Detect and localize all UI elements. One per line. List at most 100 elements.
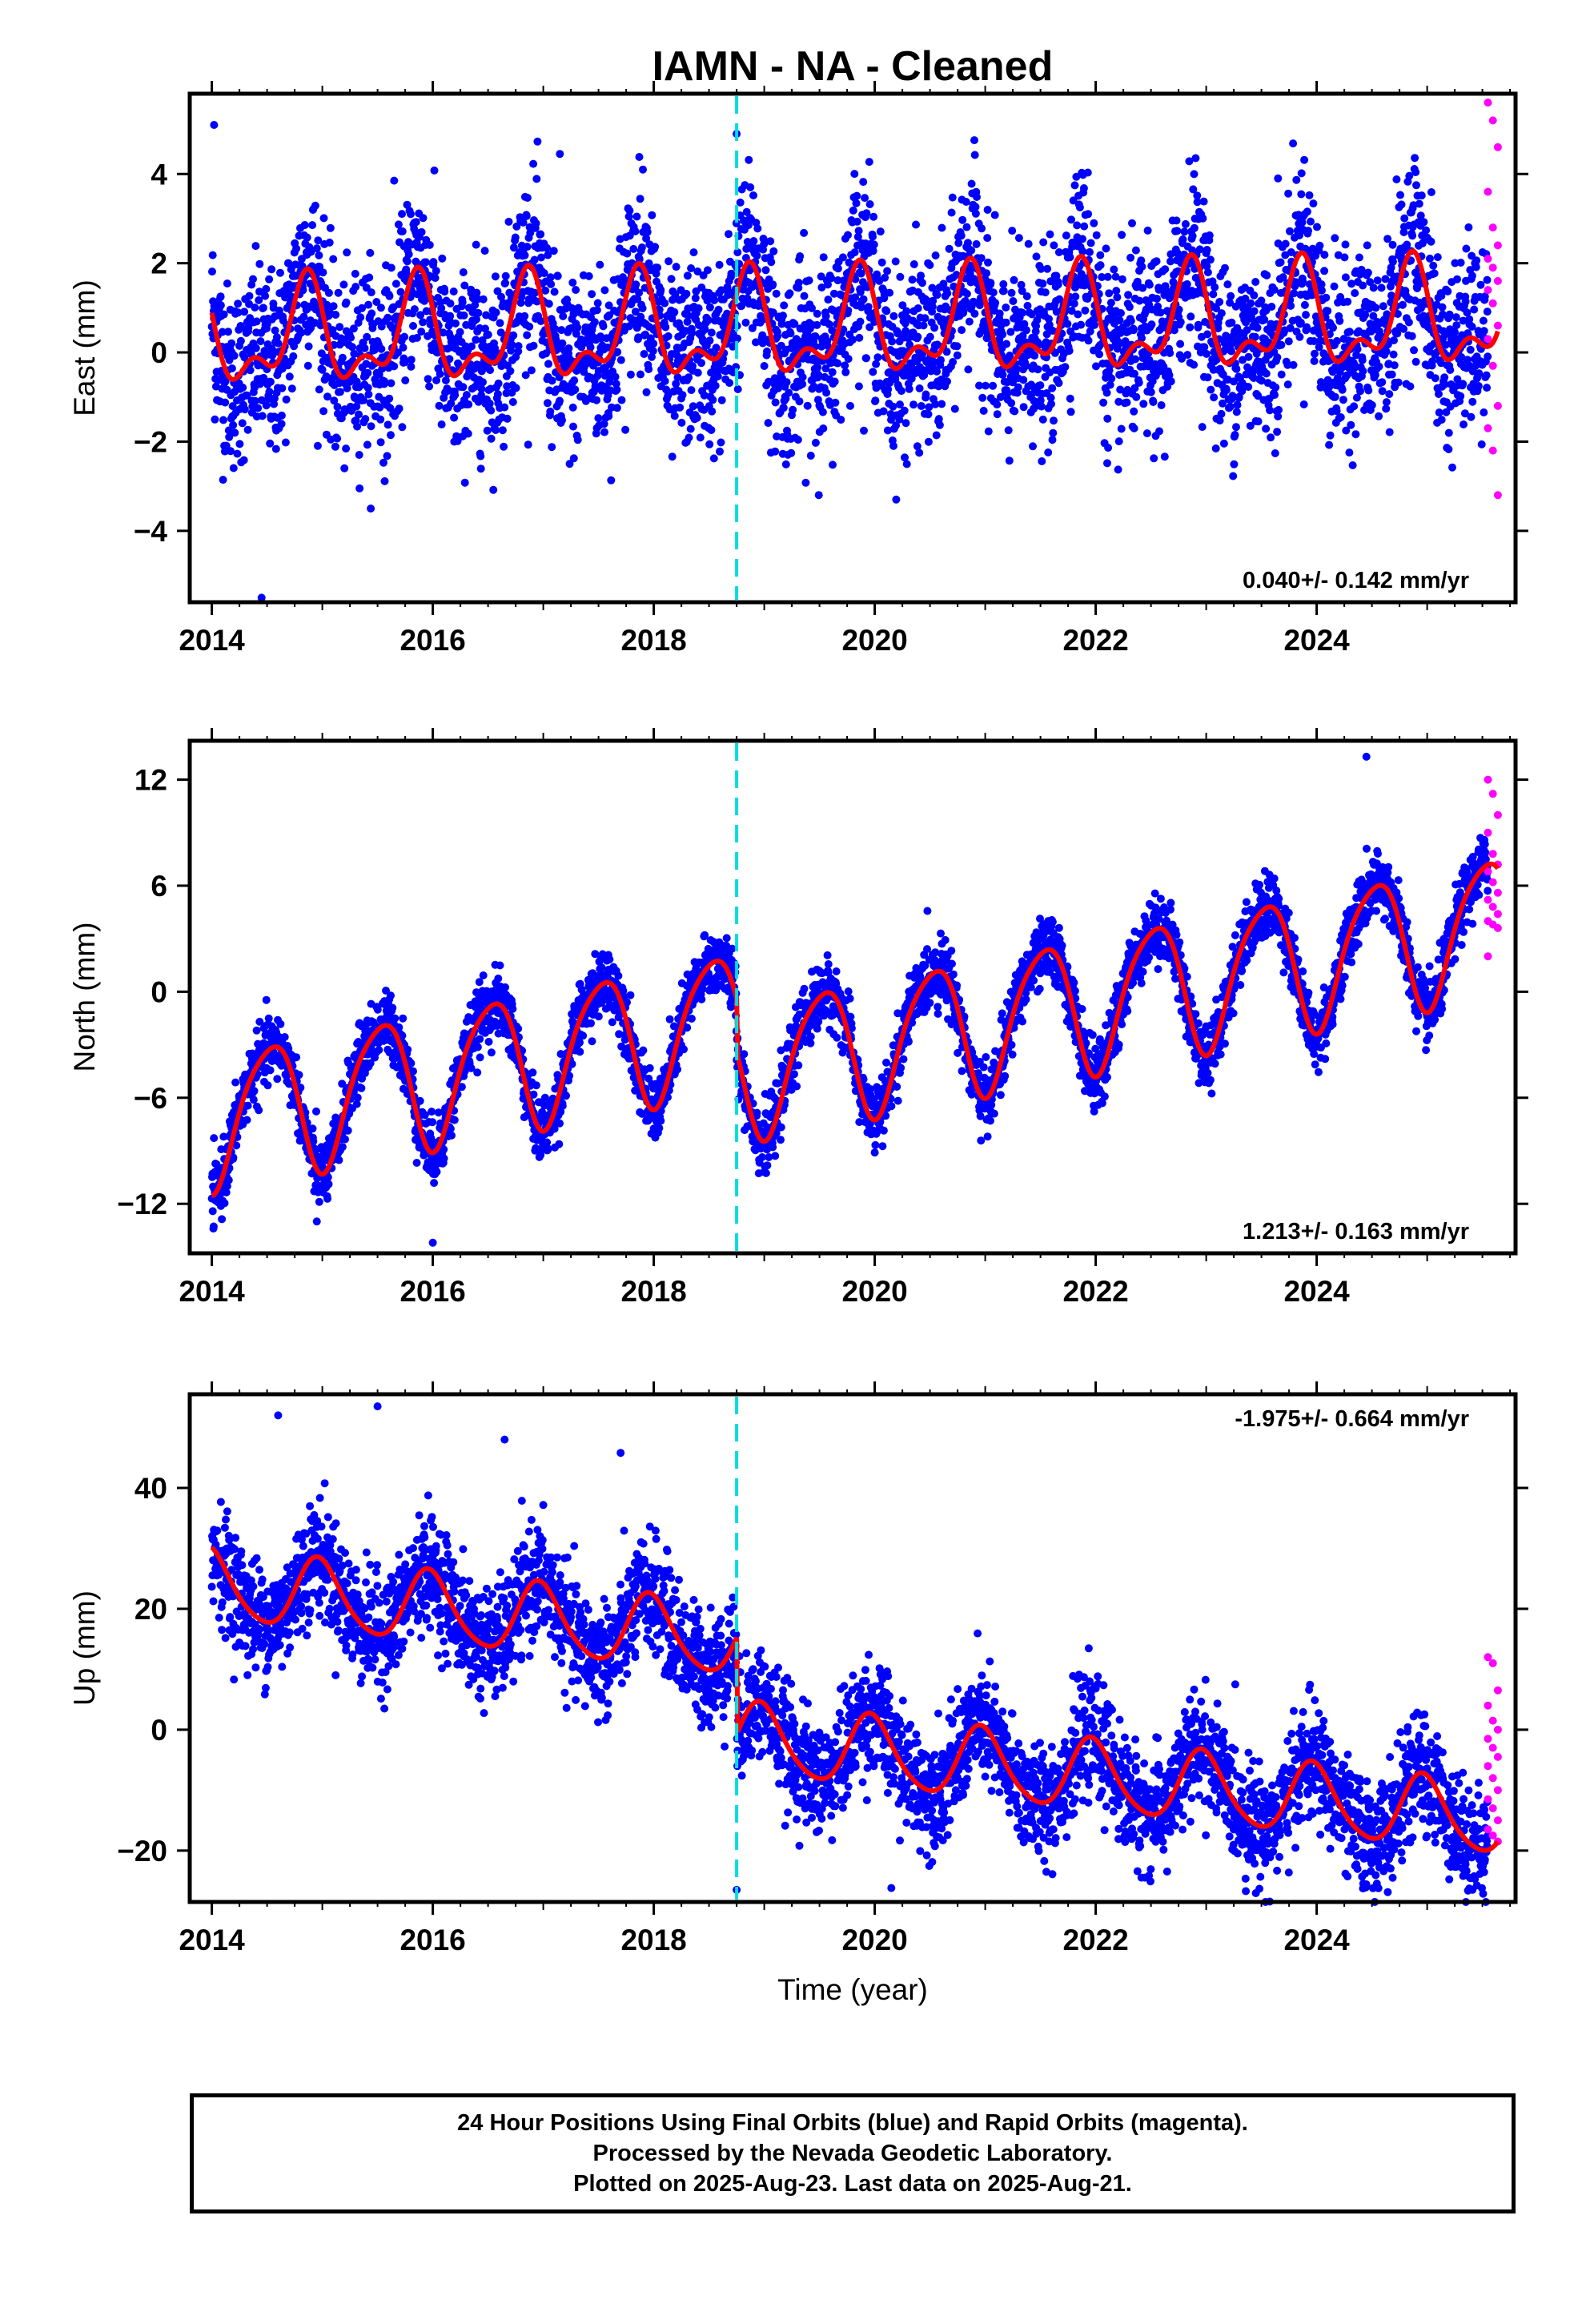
final-orbit-point bbox=[1260, 316, 1269, 324]
final-orbit-point bbox=[1483, 384, 1492, 392]
final-orbit-point bbox=[390, 176, 399, 185]
final-orbit-point bbox=[1145, 280, 1154, 289]
x-tick-label: 2022 bbox=[1062, 624, 1128, 657]
final-orbit-point bbox=[568, 278, 577, 287]
final-orbit-point bbox=[661, 323, 670, 332]
final-orbit-point bbox=[1369, 283, 1378, 292]
final-orbit-point bbox=[1331, 392, 1339, 401]
final-orbit-point bbox=[1038, 457, 1046, 465]
final-orbit-point bbox=[667, 275, 676, 283]
final-orbit-point bbox=[1332, 336, 1341, 345]
final-orbit-point bbox=[556, 150, 564, 159]
final-orbit-point bbox=[361, 415, 370, 424]
final-orbit-point bbox=[1267, 303, 1276, 311]
final-orbit-point bbox=[1050, 241, 1058, 250]
final-orbit-point bbox=[1470, 305, 1479, 314]
final-orbit-point bbox=[208, 1207, 217, 1216]
final-orbit-point bbox=[304, 342, 313, 351]
final-orbit-point bbox=[1005, 456, 1014, 465]
final-orbit-point bbox=[984, 258, 992, 267]
final-orbit-point bbox=[977, 254, 986, 263]
final-orbit-point bbox=[251, 304, 259, 312]
final-orbit-point bbox=[967, 246, 976, 255]
final-orbit-point bbox=[862, 209, 871, 218]
final-orbit-point bbox=[375, 403, 384, 412]
final-orbit-point bbox=[271, 326, 279, 335]
final-orbit-point bbox=[388, 1003, 397, 1012]
final-orbit-point bbox=[638, 304, 647, 312]
final-orbit-point bbox=[271, 444, 280, 453]
final-orbit-point bbox=[1277, 340, 1286, 349]
final-orbit-point bbox=[450, 413, 459, 422]
final-orbit-point bbox=[805, 276, 813, 285]
final-orbit-point bbox=[394, 220, 403, 229]
final-orbit-point bbox=[844, 355, 853, 364]
final-orbit-point bbox=[292, 1053, 301, 1062]
final-orbit-point bbox=[222, 441, 231, 450]
final-orbit-point bbox=[511, 233, 520, 242]
final-orbit-point bbox=[717, 438, 725, 447]
final-orbit-point bbox=[948, 193, 957, 202]
final-orbit-point bbox=[1371, 304, 1380, 312]
final-orbit-point bbox=[348, 343, 356, 352]
final-orbit-point bbox=[811, 438, 820, 447]
rapid-orbit-point bbox=[1484, 424, 1492, 432]
final-orbit-point bbox=[824, 296, 833, 304]
final-orbit-point bbox=[1399, 324, 1408, 333]
final-orbit-point bbox=[998, 371, 1007, 379]
final-orbit-point bbox=[315, 385, 323, 394]
final-orbit-point bbox=[1066, 394, 1074, 403]
final-orbit-point bbox=[733, 385, 742, 393]
final-orbit-point bbox=[251, 344, 260, 352]
final-orbit-point bbox=[844, 231, 852, 239]
final-orbit-point bbox=[1128, 219, 1136, 227]
final-orbit-point bbox=[924, 437, 933, 446]
final-orbit-point bbox=[789, 405, 797, 414]
final-orbit-point bbox=[262, 401, 271, 410]
final-orbit-point bbox=[995, 309, 1004, 318]
final-orbit-point bbox=[493, 390, 502, 399]
final-orbit-point bbox=[592, 396, 601, 404]
final-orbit-point bbox=[876, 227, 885, 236]
final-orbit-point bbox=[394, 348, 403, 357]
final-orbit-point bbox=[949, 358, 958, 366]
rapid-orbit-point bbox=[1484, 255, 1492, 263]
final-orbit-point bbox=[983, 206, 992, 214]
final-orbit-point bbox=[1124, 291, 1133, 300]
final-orbit-point bbox=[329, 302, 338, 311]
final-orbit-point bbox=[1359, 281, 1367, 290]
final-orbit-point bbox=[1203, 349, 1211, 358]
final-orbit-point bbox=[1110, 265, 1118, 274]
north-final-points bbox=[207, 752, 1492, 1247]
final-orbit-point bbox=[828, 368, 837, 376]
final-orbit-point bbox=[218, 328, 227, 336]
final-orbit-point bbox=[1429, 261, 1438, 270]
final-orbit-point bbox=[324, 1180, 333, 1188]
final-orbit-point bbox=[670, 308, 679, 316]
final-orbit-point bbox=[653, 263, 662, 272]
final-orbit-point bbox=[343, 1126, 352, 1135]
final-orbit-point bbox=[1070, 181, 1079, 190]
final-orbit-point bbox=[1435, 408, 1443, 417]
final-orbit-point bbox=[1149, 398, 1158, 406]
final-orbit-point bbox=[255, 296, 263, 304]
final-orbit-point bbox=[342, 298, 351, 307]
final-orbit-point bbox=[1205, 231, 1214, 239]
final-orbit-point bbox=[714, 305, 723, 314]
final-orbit-point bbox=[800, 228, 809, 237]
final-orbit-point bbox=[1081, 306, 1090, 315]
final-orbit-point bbox=[383, 452, 391, 460]
final-orbit-point bbox=[276, 268, 284, 277]
final-orbit-point bbox=[1038, 279, 1047, 288]
y-tick-label: 2 bbox=[151, 247, 167, 280]
final-orbit-point bbox=[1464, 223, 1473, 231]
final-orbit-point bbox=[429, 258, 438, 267]
final-orbit-point bbox=[1444, 428, 1453, 437]
final-orbit-point bbox=[310, 297, 318, 306]
final-orbit-point bbox=[1388, 240, 1397, 249]
final-orbit-point bbox=[1406, 382, 1415, 391]
final-orbit-point bbox=[1186, 323, 1195, 332]
final-orbit-point bbox=[900, 406, 909, 415]
final-orbit-point bbox=[231, 1078, 240, 1087]
final-orbit-point bbox=[957, 231, 966, 240]
